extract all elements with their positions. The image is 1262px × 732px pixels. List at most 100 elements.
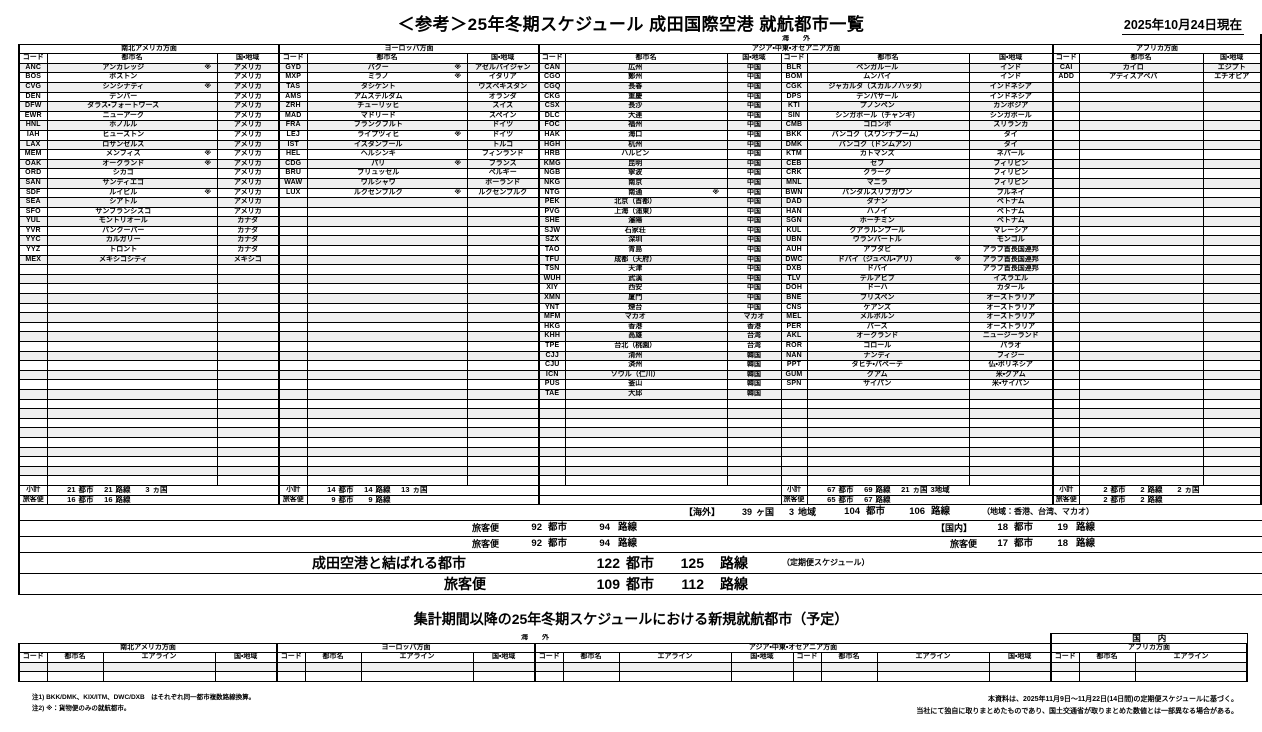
americas-row-city: バンクーバー <box>46 225 199 237</box>
africa-row-code <box>1052 321 1080 333</box>
europe-row-country: ポーランド <box>466 177 540 189</box>
africa-pax-part-1: 都市 <box>1110 495 1126 504</box>
europe-row-cargo-mark <box>449 456 468 467</box>
americas-row-city <box>46 417 199 429</box>
americas-row-cargo-mark <box>199 446 218 458</box>
asia1-row-country: 韓国 <box>726 360 782 371</box>
africa-row-city <box>1078 369 1187 381</box>
europe-row-city <box>306 408 449 419</box>
asia1-row-city: 天津 <box>564 264 705 275</box>
col-header-code-europe: コード <box>278 53 308 64</box>
asia1-row-cargo-mark <box>705 91 728 103</box>
new-row-city <box>304 671 362 683</box>
americas-row-cargo-mark <box>199 206 218 218</box>
americas-row-city: オークランド <box>46 158 199 170</box>
asia1-subtotal-blank <box>538 484 782 496</box>
asia2-row-code: NAN <box>780 350 808 362</box>
asia2-row-code: BLR <box>780 62 808 74</box>
africa-row-city <box>1078 129 1187 141</box>
table-row <box>18 661 1248 673</box>
africa-row-code <box>1052 312 1080 323</box>
americas-row-city <box>46 302 199 314</box>
europe-row-country <box>466 465 540 477</box>
asia2-row-city: ドバイ（ジュベル・アリ） <box>806 254 947 266</box>
asia2-row-code: BNE <box>780 293 808 304</box>
africa-row-city <box>1078 312 1187 323</box>
africa-row-code <box>1052 216 1080 227</box>
africa-row-city <box>1078 465 1187 477</box>
africa-row-cargo-mark <box>1187 81 1204 93</box>
overseas-pax2-cities-unit: 都市 <box>548 538 568 550</box>
asia2-row-code: HAN <box>780 206 808 218</box>
europe-row-country <box>466 456 540 467</box>
new-row-airline <box>102 671 216 683</box>
europe-row-code: GYD <box>278 62 308 74</box>
americas-row-cargo-mark <box>199 293 218 304</box>
africa-row-cargo-mark <box>1187 254 1204 266</box>
asia-subtotal-part-2: 69 <box>864 485 873 494</box>
asia1-row-city: 台北（桃園） <box>564 341 705 352</box>
africa-row-country <box>1202 81 1262 93</box>
asia2-row-country <box>968 475 1054 486</box>
asia2-row-cargo-mark <box>947 72 970 83</box>
new-col-header-country-americas: 国・地域 <box>214 652 278 663</box>
americas-subtotal-label: 小計 <box>18 484 48 496</box>
europe-row-country <box>466 293 540 304</box>
africa-row-city <box>1078 216 1187 227</box>
asia2-row-cargo-mark <box>947 216 970 227</box>
asia1-row-code: KHH <box>538 331 566 342</box>
americas-row-country: メキシコ <box>216 254 280 266</box>
africa-row-country <box>1202 321 1262 333</box>
asia1-row-city: 深圳 <box>564 235 705 247</box>
americas-row-country <box>216 350 280 362</box>
asia1-row-country: 中国 <box>726 168 782 179</box>
asia2-row-cargo-mark <box>947 177 970 189</box>
col-header-code-americas: コード <box>18 53 48 64</box>
americas-row-cargo-mark <box>199 139 218 151</box>
africa-row-code <box>1052 197 1080 208</box>
new-col-header-country-asia2: 国・地域 <box>988 652 1052 663</box>
africa-row-country <box>1202 110 1262 122</box>
table-row: ORD シカゴ アメリカ BRU ブリュッセル ベルギー NGB 寧波 中国 CRK クラーク フィリ… <box>18 168 1262 179</box>
africa-row-city <box>1078 398 1187 410</box>
africa-row-cargo-mark <box>1187 72 1204 83</box>
americas-row-code: LAX <box>18 139 48 151</box>
asia1-row-city: 南通 <box>564 187 705 199</box>
europe-row-country <box>466 312 540 323</box>
africa-row-cargo-mark <box>1187 264 1204 275</box>
asia1-row-code: TSN <box>538 264 566 275</box>
americas-row-city: ダラス・フォートワース <box>46 101 199 112</box>
africa-row-country <box>1202 235 1262 247</box>
africa-row-country <box>1202 187 1262 199</box>
asia1-row-city: 長春 <box>564 81 705 93</box>
new-col-header-code-africa: コード <box>1050 652 1080 663</box>
africa-row-cargo-mark <box>1187 129 1204 141</box>
europe-row-code <box>278 475 308 486</box>
asia2-row-city: ダナン <box>806 197 947 208</box>
asia1-row-city: 鄭州 <box>564 72 705 83</box>
americas-row-cargo-mark <box>199 398 218 410</box>
asia1-row-country: 中国 <box>726 139 782 151</box>
asia1-row-cargo-mark <box>705 149 728 160</box>
europe-row-cargo-mark <box>449 446 468 458</box>
asia1-row-cargo-mark <box>705 398 728 410</box>
americas-row-cargo-mark <box>199 216 218 227</box>
europe-row-cargo-mark <box>449 216 468 227</box>
asia2-row-cargo-mark <box>947 350 970 362</box>
europe-row-cargo-mark <box>449 436 468 448</box>
overseas-total-regions: 3 <box>789 507 795 518</box>
col-header-country-europe: 国・地域 <box>466 53 540 64</box>
asia2-row-city: ドバイ <box>806 264 947 275</box>
europe-row-cargo-mark <box>449 206 468 218</box>
asia1-row-city: 寧波 <box>564 168 705 179</box>
europe-subtotal-part-1: 都市 <box>338 485 354 494</box>
table-row: 海 外国 内 <box>19 633 1248 644</box>
col-header-city-asia1: 都市名 <box>564 53 728 64</box>
footnotes: 注1) BKK/DMK、KIX/ITM、DWC/DXB はそれぞれ同一都市複数路… <box>18 692 1244 732</box>
europe-row-city <box>306 225 449 237</box>
europe-row-code <box>278 408 308 419</box>
americas-row-city <box>46 350 199 362</box>
africa-row-country <box>1202 91 1262 103</box>
asia2-row-country: オーストラリア <box>968 293 1054 304</box>
